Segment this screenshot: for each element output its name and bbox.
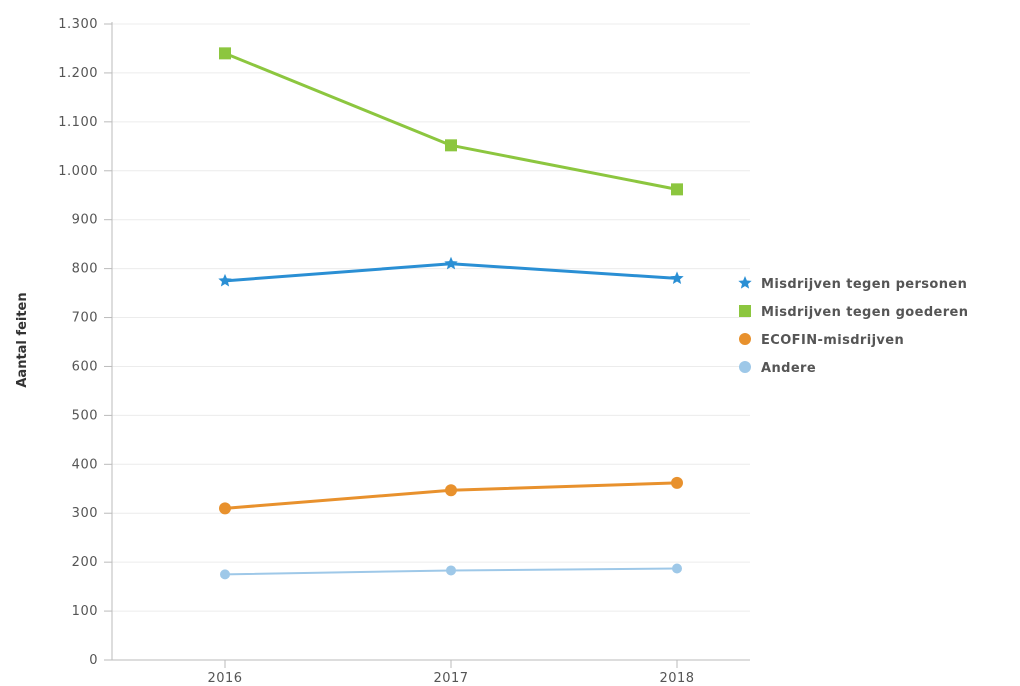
y-axis-title: Aantal feiten bbox=[15, 292, 30, 387]
grid-lines bbox=[112, 23, 750, 612]
y-tick-label: 1.200 bbox=[58, 66, 98, 81]
legend-label: Andere bbox=[761, 361, 816, 376]
legend-label: Misdrijven tegen personen bbox=[761, 277, 967, 292]
y-tick-label: 1.000 bbox=[58, 164, 98, 179]
y-tick-labels: 0 100 200 300 400 500 600 700 800 900 1.000 1.100 1.… bbox=[58, 17, 98, 668]
y-tick-label: 200 bbox=[72, 555, 98, 570]
y-tick-label: 400 bbox=[72, 457, 98, 472]
legend-marker bbox=[738, 276, 752, 289]
data-point bbox=[671, 476, 683, 489]
legend-item[interactable]: Misdrijven tegen goederen bbox=[739, 305, 968, 320]
legend-item[interactable]: Andere bbox=[739, 361, 816, 376]
series-3 bbox=[220, 563, 682, 580]
y-tick-label: 500 bbox=[72, 408, 98, 423]
data-point bbox=[219, 47, 231, 60]
y-tick-label: 0 bbox=[89, 653, 98, 668]
y-tick-label: 300 bbox=[72, 506, 98, 521]
data-point bbox=[670, 271, 684, 285]
x-tick-labels: 2016 2017 2018 bbox=[207, 671, 694, 686]
data-point bbox=[445, 484, 457, 497]
y-tick-label: 700 bbox=[72, 311, 98, 326]
data-point bbox=[444, 256, 458, 270]
data-point bbox=[220, 569, 230, 580]
legend-label: ECOFIN-misdrijven bbox=[761, 333, 904, 348]
y-tick-label: 1.100 bbox=[58, 115, 98, 130]
legend[interactable]: Misdrijven tegen personen Misdrijven tege… bbox=[738, 276, 968, 376]
series-1 bbox=[219, 47, 683, 196]
legend-label: Misdrijven tegen goederen bbox=[761, 305, 968, 320]
x-tick-label: 2017 bbox=[433, 671, 468, 686]
legend-item[interactable]: Misdrijven tegen personen bbox=[738, 276, 967, 292]
data-point bbox=[445, 139, 457, 152]
data-point bbox=[219, 502, 231, 515]
data-point bbox=[218, 273, 232, 287]
series-lines bbox=[218, 47, 684, 580]
series-2 bbox=[219, 476, 683, 515]
y-tick-label: 100 bbox=[72, 604, 98, 619]
legend-marker bbox=[739, 361, 751, 373]
series-0 bbox=[218, 256, 684, 287]
y-tick-label: 600 bbox=[72, 359, 98, 374]
y-tick-label: 900 bbox=[72, 213, 98, 228]
x-tick-label: 2016 bbox=[207, 671, 242, 686]
data-point bbox=[446, 565, 456, 576]
y-tick-label: 1.300 bbox=[58, 17, 98, 32]
axes bbox=[104, 22, 750, 668]
y-tick-label: 800 bbox=[72, 262, 98, 277]
legend-marker bbox=[739, 333, 751, 345]
data-point bbox=[672, 563, 682, 574]
legend-item[interactable]: ECOFIN-misdrijven bbox=[739, 333, 904, 348]
data-point bbox=[671, 183, 683, 196]
legend-marker bbox=[739, 305, 751, 317]
x-tick-label: 2018 bbox=[659, 671, 694, 686]
